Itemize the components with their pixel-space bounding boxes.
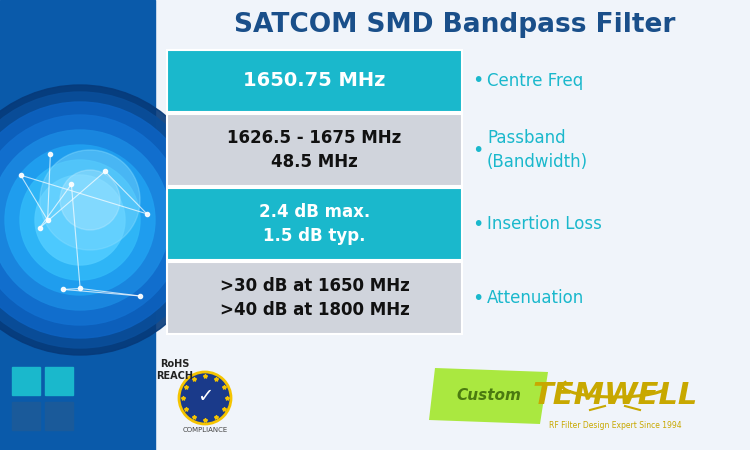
- Bar: [167, 188, 462, 260]
- Circle shape: [179, 372, 231, 424]
- Text: •: •: [472, 215, 484, 234]
- Circle shape: [0, 92, 208, 348]
- Text: •: •: [472, 140, 484, 159]
- Text: Custom: Custom: [456, 388, 521, 404]
- Text: Attenuation: Attenuation: [487, 289, 584, 307]
- Text: 48.5 MHz: 48.5 MHz: [272, 153, 358, 171]
- Polygon shape: [429, 368, 548, 424]
- Text: TEMWELL: TEMWELL: [532, 381, 698, 410]
- Bar: [45, 402, 73, 430]
- Circle shape: [35, 175, 125, 265]
- Bar: [167, 114, 462, 186]
- Text: SATCOM SMD Bandpass Filter: SATCOM SMD Bandpass Filter: [234, 12, 676, 38]
- Text: RF Filter Design Expert Since 1994: RF Filter Design Expert Since 1994: [549, 420, 681, 429]
- Bar: [167, 262, 462, 334]
- Bar: [12, 402, 40, 430]
- Circle shape: [5, 145, 155, 295]
- Bar: [12, 367, 40, 395]
- Circle shape: [0, 130, 170, 310]
- Text: ✓: ✓: [196, 387, 213, 406]
- Text: Insertion Loss: Insertion Loss: [487, 215, 602, 233]
- Text: •: •: [472, 72, 484, 90]
- Text: Centre Freq: Centre Freq: [487, 72, 584, 90]
- Text: 1650.75 MHz: 1650.75 MHz: [243, 72, 386, 90]
- Text: >30 dB at 1650 MHz: >30 dB at 1650 MHz: [220, 277, 410, 295]
- Circle shape: [0, 85, 215, 355]
- Text: >40 dB at 1800 MHz: >40 dB at 1800 MHz: [220, 301, 410, 319]
- Text: •: •: [472, 288, 484, 307]
- Text: COMPLIANCE: COMPLIANCE: [182, 427, 228, 433]
- Text: 1626.5 - 1675 MHz: 1626.5 - 1675 MHz: [227, 129, 402, 147]
- Bar: [167, 50, 462, 112]
- Circle shape: [40, 150, 140, 250]
- Text: 1.5 dB typ.: 1.5 dB typ.: [263, 227, 366, 245]
- Circle shape: [0, 102, 198, 338]
- Bar: [0, 0, 155, 450]
- Text: 2.4 dB max.: 2.4 dB max.: [259, 203, 370, 221]
- Bar: [45, 367, 73, 395]
- Circle shape: [60, 170, 120, 230]
- Circle shape: [20, 160, 140, 280]
- Text: RoHS
REACH: RoHS REACH: [157, 359, 194, 381]
- Text: Passband
(Bandwidth): Passband (Bandwidth): [487, 129, 588, 171]
- Circle shape: [0, 115, 185, 325]
